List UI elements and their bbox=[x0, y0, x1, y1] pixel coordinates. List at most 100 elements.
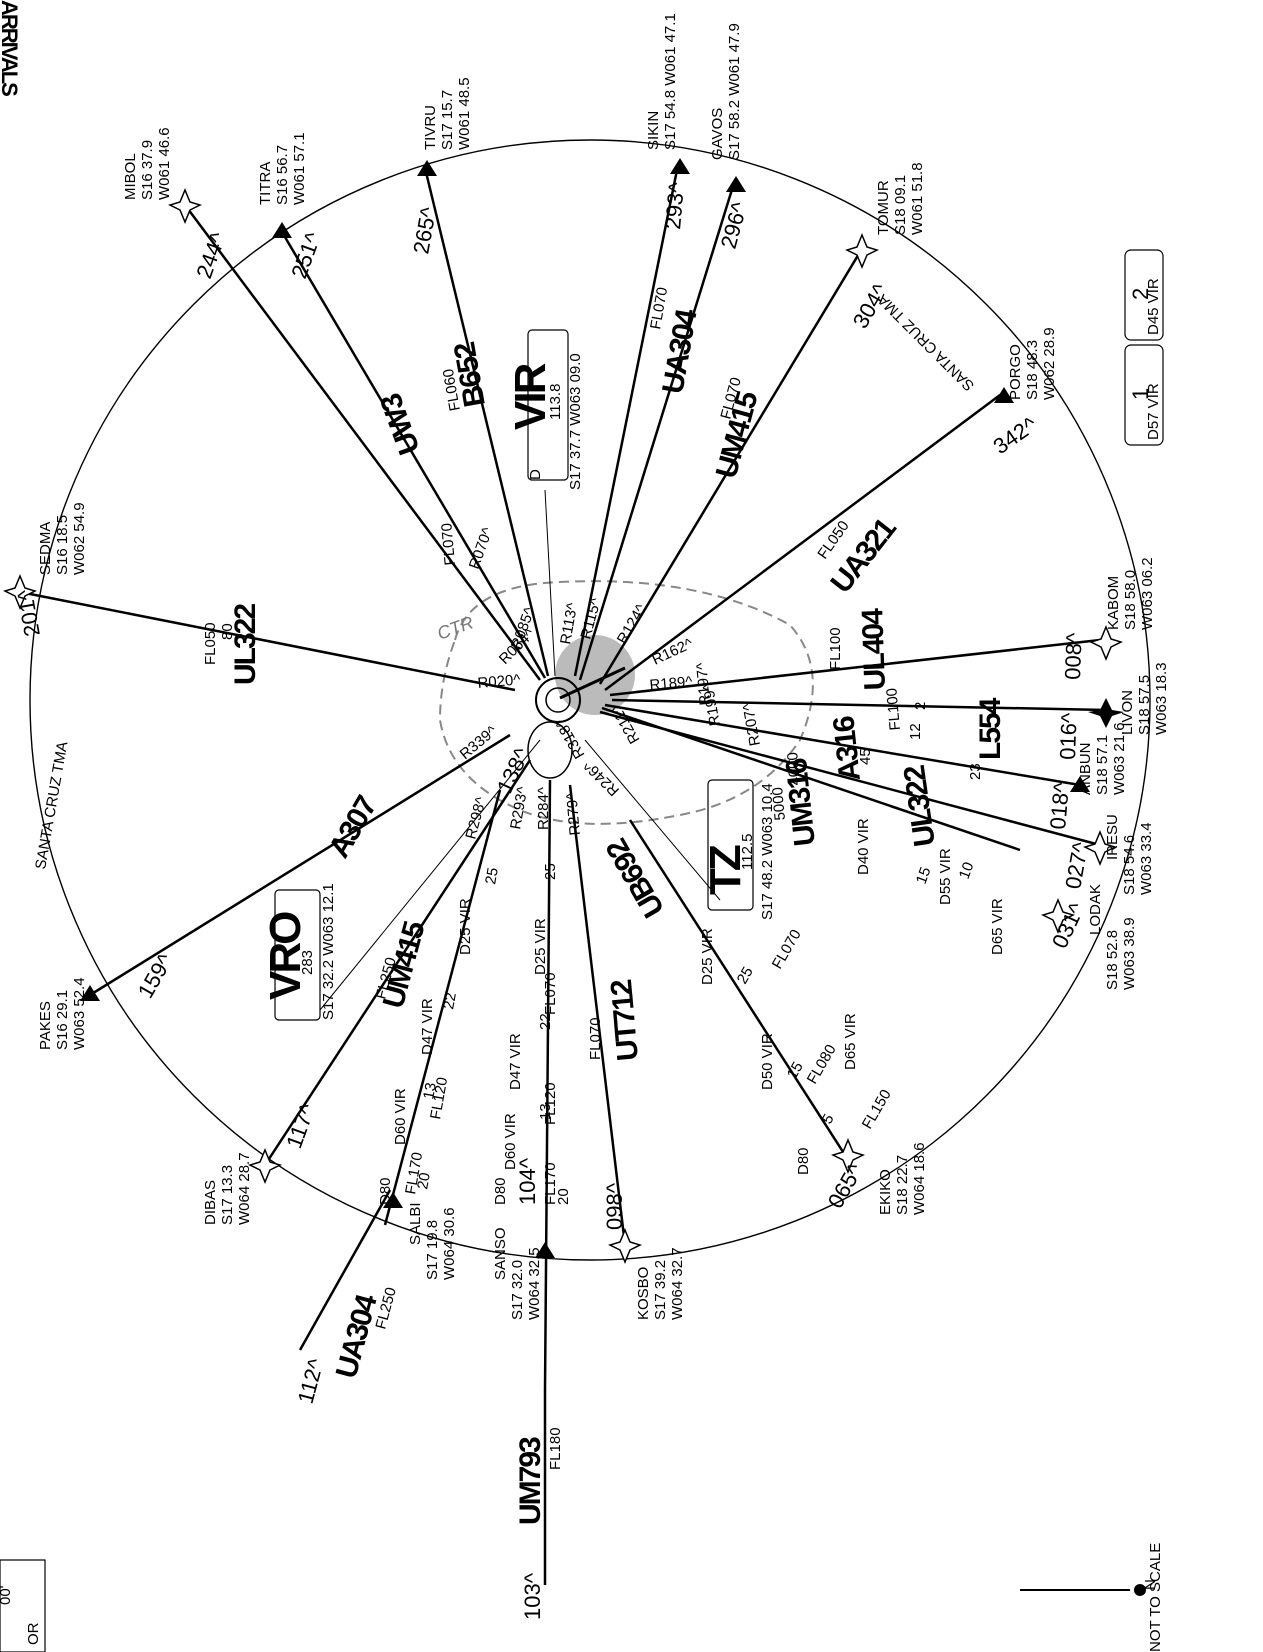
waypoint-lat: S18 58.0 bbox=[1122, 570, 1139, 630]
runway bbox=[559, 666, 626, 700]
distance-label: 10 bbox=[956, 860, 978, 881]
waypoint-lon: W064 32.7 bbox=[669, 1247, 686, 1320]
course-label: 159^ bbox=[133, 949, 179, 1003]
course-label: 342^ bbox=[989, 411, 1042, 459]
flight-level-labels: FL050 80 FL060 FL070 FL070 FL100 FL100 F… bbox=[202, 286, 904, 1470]
distance-label: 25 bbox=[542, 863, 559, 880]
fl-label: 4000 bbox=[784, 751, 804, 786]
airway-label: UA304 bbox=[330, 1290, 384, 1381]
fl-label: FL070 bbox=[542, 972, 559, 1015]
course-labels: 244^ 251^ 265^ 293^ 296^ 304^ 342^ 008^ … bbox=[12, 181, 1093, 1620]
course-label: 018^ bbox=[1045, 781, 1074, 831]
waypoint-lon: W061 57.1 bbox=[291, 132, 308, 205]
waypoint-lat: S18 22.7 bbox=[894, 1155, 911, 1215]
fl-label: 80 bbox=[219, 623, 236, 640]
titra-triangle-icon bbox=[272, 222, 292, 238]
waypoint-lon: W063 21.6 bbox=[1111, 722, 1128, 795]
waypoint-lat: S17 19.8 bbox=[424, 1220, 441, 1280]
fl-label: FL070 bbox=[438, 522, 459, 566]
waypoint-name: LODAK bbox=[1087, 884, 1104, 935]
course-label: 112^ bbox=[293, 1355, 329, 1406]
dme-label: D60 VIR bbox=[392, 1088, 409, 1145]
distance-label: 13 bbox=[420, 1081, 440, 1100]
legend-label: D45 VIR bbox=[1145, 278, 1162, 335]
course-label: 104^ bbox=[515, 1157, 540, 1205]
kabom-flyover-icon bbox=[1088, 625, 1124, 661]
waypoint-name: TITRA bbox=[257, 162, 274, 205]
distance-label: 22 bbox=[537, 1013, 554, 1030]
waypoint-name: MIBOL bbox=[122, 153, 139, 200]
course-label: 027^ bbox=[1060, 840, 1093, 891]
waypoint-lat: S18 57.5 bbox=[1136, 675, 1153, 735]
tomur-flyover-icon bbox=[844, 233, 880, 269]
fl-label: FL250 bbox=[372, 1286, 399, 1331]
north-arrow: N NOT TO SCALE bbox=[1020, 1543, 1164, 1652]
corner-box: 00' OR bbox=[0, 1559, 46, 1652]
waypoint-lat: S16 56.7 bbox=[274, 145, 291, 205]
vor-symbol-outer bbox=[535, 677, 581, 723]
airway-label: UL322 bbox=[229, 604, 262, 685]
fl-label: FL100 bbox=[883, 687, 904, 731]
dme-label: D25 VIR bbox=[457, 898, 474, 955]
airway-label: UT712 bbox=[605, 978, 645, 1062]
tma-boundary bbox=[29, 139, 1151, 1261]
dme-label: D25 VIR bbox=[699, 928, 716, 985]
fl-label: FL180 bbox=[547, 1427, 564, 1470]
course-label: 293^ bbox=[660, 181, 689, 231]
vir-navaid-box: VIR 113.8 S17 37.7 W063 09.0 D bbox=[506, 329, 584, 490]
waypoint-lat: S18 09.1 bbox=[892, 175, 909, 235]
legend-box-2: 2 D45 VIR bbox=[1124, 249, 1164, 341]
waypoint-lon: W061 46.6 bbox=[156, 127, 173, 200]
waypoint-coords: S17 54.8 W061 47.1 bbox=[662, 13, 679, 150]
fl-label: FL050 bbox=[202, 622, 219, 665]
waypoint-symbols bbox=[2, 158, 1124, 1264]
waypoint-lat: S18 52.8 bbox=[1104, 930, 1121, 990]
side-title: ARRIVALS bbox=[0, 0, 22, 96]
fl-label: FL070 bbox=[587, 1017, 604, 1060]
radial-label: R298^ bbox=[462, 795, 490, 841]
waypoint-name: TOMUR bbox=[875, 180, 892, 235]
waypoint-labels: MIBOL S16 37.9 W061 46.6 TITRA S16 56.7 … bbox=[37, 13, 1170, 1320]
waypoint-lon: W064 30.6 bbox=[441, 1207, 458, 1280]
waypoint-lon: W063 18.3 bbox=[1153, 662, 1170, 735]
sedma-flyover-icon bbox=[2, 574, 38, 610]
vro-freq: 283 bbox=[299, 950, 316, 975]
airway-label: A307 bbox=[322, 791, 383, 864]
distance-label: 15 bbox=[784, 1059, 807, 1082]
distance-label: 13 bbox=[537, 1103, 554, 1120]
waypoint-lat: S16 29.1 bbox=[54, 990, 71, 1050]
legend-label: D57 VIR bbox=[1145, 383, 1162, 440]
waypoint-name: PORGO bbox=[1007, 344, 1024, 400]
dme-label: D60 VIR bbox=[502, 1113, 519, 1170]
course-label: 098^ bbox=[602, 1182, 627, 1230]
dme-label: D55 VIR bbox=[937, 848, 954, 905]
waypoint-lon: W064 28.7 bbox=[236, 1152, 253, 1225]
airway-label: A316 bbox=[827, 715, 867, 783]
waypoint-lat: S17 39.2 bbox=[652, 1260, 669, 1320]
tivru-triangle-icon bbox=[417, 160, 437, 176]
ekiko-flyover-icon bbox=[830, 1138, 866, 1174]
dme-label: D65 VIR bbox=[842, 1013, 859, 1070]
course-label: 117^ bbox=[281, 1100, 320, 1152]
waypoint-lat: S16 18.5 bbox=[54, 515, 71, 575]
waypoint-lon: W063 33.4 bbox=[1138, 822, 1155, 895]
salbi-triangle-icon bbox=[383, 1192, 403, 1208]
waypoint-name: DIBAS bbox=[202, 1180, 219, 1225]
course-label: 065^ bbox=[823, 1159, 869, 1213]
course-label: 296^ bbox=[716, 199, 752, 252]
fl-label: FL150 bbox=[859, 1087, 895, 1132]
dme-label: D25 VIR bbox=[532, 918, 549, 975]
airway-label: UW3 bbox=[374, 389, 426, 459]
airport-ellipse bbox=[527, 721, 573, 779]
vro-coords: S17 32.2 W063 12.1 bbox=[320, 883, 337, 1020]
tz-freq: 112.5 bbox=[739, 834, 756, 870]
dme-label: D47 VIR bbox=[419, 998, 436, 1055]
legend-num: 1 bbox=[1128, 388, 1153, 400]
airway-label: UM793 bbox=[514, 1437, 547, 1525]
radial-label: R113^ bbox=[557, 602, 581, 646]
radial-label: R020^ bbox=[477, 671, 521, 692]
dme-label: D50 VIR bbox=[759, 1033, 776, 1090]
radial-label: R339^ bbox=[457, 722, 501, 763]
course-label: 244^ bbox=[191, 228, 231, 281]
